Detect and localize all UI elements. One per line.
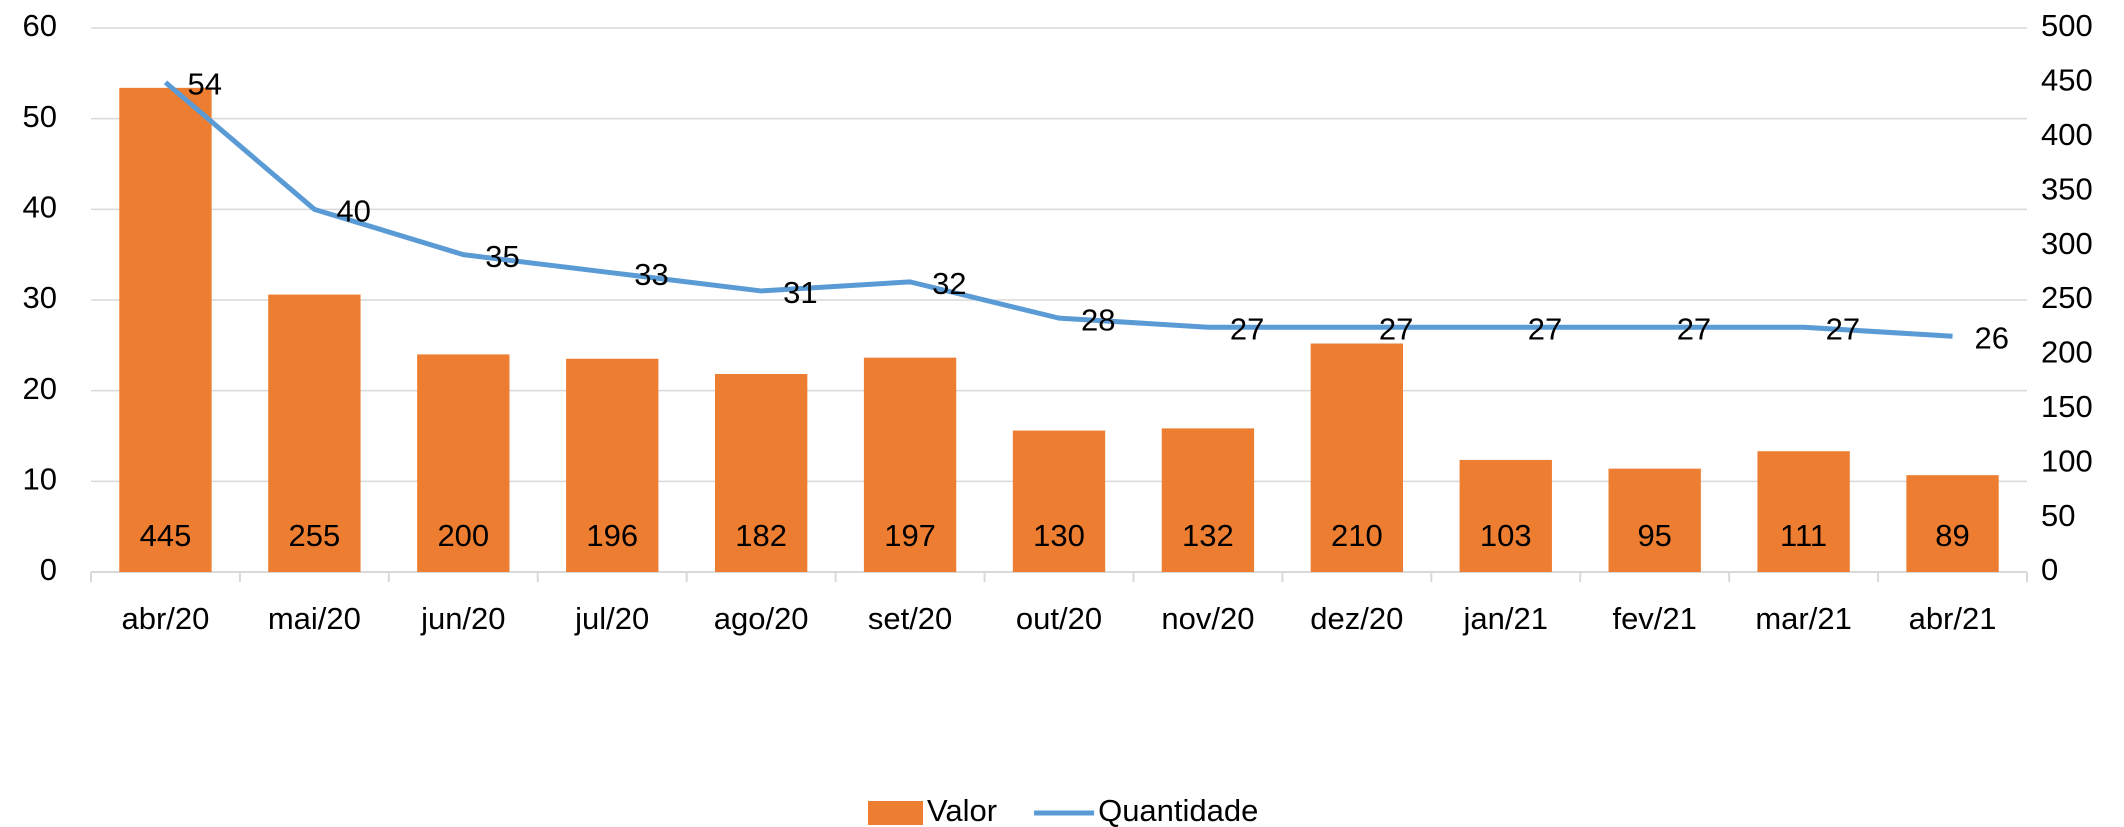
x-tick-label: ago/20: [714, 601, 809, 636]
bar: [1459, 459, 1552, 572]
bar: [119, 87, 212, 572]
y2-tick-label: 400: [2041, 117, 2093, 152]
line-label: 27: [1826, 311, 1860, 346]
bar-label: 103: [1480, 518, 1532, 553]
line-label: 32: [932, 266, 966, 301]
y2-tick-label: 450: [2041, 63, 2093, 98]
line-label: 33: [634, 257, 668, 292]
x-tick-label: jan/21: [1463, 601, 1548, 636]
x-tick-label: mai/20: [268, 601, 361, 636]
line-label: 35: [485, 239, 519, 274]
x-tick-label: dez/20: [1310, 601, 1403, 636]
bar-label: 89: [1935, 518, 1969, 553]
bar-label: 111: [1780, 518, 1827, 553]
line-label: 27: [1528, 311, 1562, 346]
bar-label: 132: [1182, 518, 1234, 553]
x-tick-label: jul/20: [574, 601, 649, 636]
legend-label: Valor: [927, 793, 997, 827]
line-label: 28: [1081, 302, 1115, 337]
y-tick-label: 20: [23, 371, 57, 406]
line-label: 31: [783, 275, 817, 310]
bar: [863, 357, 957, 572]
line: [163, 80, 1953, 339]
bar: [1310, 343, 1404, 572]
bar-label: 210: [1331, 518, 1383, 553]
bar: [1608, 468, 1701, 572]
line-label: 27: [1230, 311, 1264, 346]
y-tick-label: 40: [23, 190, 57, 225]
y2-tick-label: 300: [2041, 226, 2093, 261]
x-tick-label: jun/20: [420, 601, 505, 636]
line-label: 54: [187, 67, 221, 102]
y2-tick-label: 200: [2041, 335, 2093, 370]
bar-label: 182: [735, 518, 787, 553]
y2-tick-label: 50: [2041, 498, 2075, 533]
bar-label: 95: [1637, 518, 1671, 553]
bar: [714, 373, 808, 572]
line-label: 27: [1379, 311, 1413, 346]
x-tick-label: out/20: [1016, 601, 1102, 636]
y2-tick-label: 250: [2041, 280, 2093, 315]
bar-label: 445: [140, 518, 192, 553]
y-tick-label: 60: [23, 8, 57, 43]
bar-label: 200: [437, 518, 489, 553]
line-label: 40: [336, 194, 370, 229]
y-tick-label: 50: [23, 99, 57, 134]
x-tick-label: nov/20: [1161, 601, 1254, 636]
y-tick-label: 10: [23, 462, 57, 497]
x-tick-label: abr/21: [1909, 601, 1997, 636]
line-label: 27: [1677, 311, 1711, 346]
bar: [417, 354, 510, 572]
y-tick-label: 0: [40, 552, 57, 587]
bar-label: 130: [1033, 518, 1085, 553]
y2-tick-label: 100: [2041, 443, 2093, 478]
line-label: 26: [1975, 320, 2009, 355]
bar: [268, 294, 361, 572]
y2-tick-label: 500: [2041, 8, 2093, 43]
bar: [1012, 430, 1106, 572]
bar-label: 197: [884, 518, 936, 553]
y2-tick-label: 150: [2041, 389, 2093, 424]
legend-swatch: [868, 801, 923, 825]
bar-label: 255: [289, 518, 341, 553]
x-tick-label: mar/21: [1755, 601, 1851, 636]
x-tick-label: set/20: [868, 601, 952, 636]
y-tick-label: 30: [23, 280, 57, 315]
bar: [1757, 451, 1850, 572]
y2-tick-label: 0: [2041, 552, 2058, 587]
legend-label: Quantidade: [1098, 793, 1258, 827]
x-tick-label: abr/20: [122, 601, 210, 636]
bar: [1906, 475, 1999, 572]
bar: [566, 358, 659, 572]
y2-tick-label: 350: [2041, 171, 2093, 206]
x-tick-label: fev/21: [1612, 601, 1696, 636]
bar: [1161, 428, 1255, 572]
bar-label: 196: [586, 518, 638, 553]
